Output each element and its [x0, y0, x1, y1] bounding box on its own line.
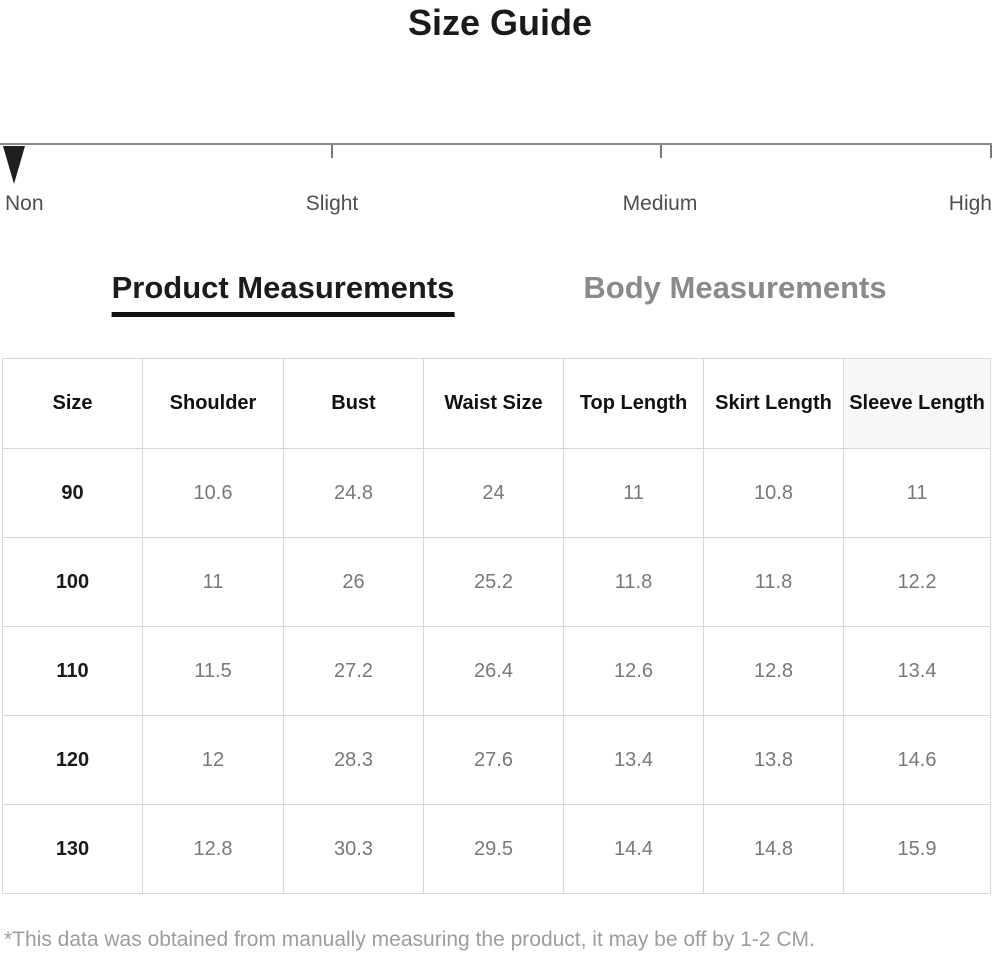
table-row-90: 90 10.6 24.8 24 11 10.8 11 — [2, 448, 991, 538]
scale-tick-slight — [331, 145, 333, 158]
cell-sleeve-length: 11 — [843, 448, 991, 538]
tab-product-measurements[interactable]: Product Measurements — [111, 270, 455, 317]
cell-top-length: 14.4 — [563, 804, 704, 894]
scale-label-medium: Medium — [622, 192, 698, 215]
cell-waist: 25.2 — [423, 537, 564, 627]
header-size: Size — [2, 358, 143, 449]
table-header-row: Size Shoulder Bust Waist Size Top Length… — [2, 358, 991, 449]
cell-skirt-length: 11.8 — [703, 537, 844, 627]
table-row-120: 120 12 28.3 27.6 13.4 13.8 14.6 — [2, 715, 991, 805]
scale-tick-high — [990, 145, 992, 158]
header-waist-size: Waist Size — [423, 358, 564, 449]
cell-bust: 28.3 — [283, 715, 424, 805]
cell-sleeve-length: 12.2 — [843, 537, 991, 627]
header-shoulder: Shoulder — [142, 358, 284, 449]
cell-waist: 29.5 — [423, 804, 564, 894]
triangle-down-icon — [3, 146, 25, 184]
stretch-scale-line — [0, 143, 992, 145]
scale-label-high: High — [948, 192, 992, 215]
cell-top-length: 11.8 — [563, 537, 704, 627]
cell-bust: 24.8 — [283, 448, 424, 538]
cell-top-length: 13.4 — [563, 715, 704, 805]
header-top-length: Top Length — [563, 358, 704, 449]
scale-label-non: Non — [5, 192, 44, 215]
table-row-110: 110 11.5 27.2 26.4 12.6 12.8 13.4 — [2, 626, 991, 716]
cell-skirt-length: 13.8 — [703, 715, 844, 805]
cell-bust: 30.3 — [283, 804, 424, 894]
cell-shoulder: 10.6 — [142, 448, 284, 538]
scale-tick-medium — [660, 145, 662, 158]
cell-skirt-length: 14.8 — [703, 804, 844, 894]
cell-top-length: 11 — [563, 448, 704, 538]
cell-bust: 27.2 — [283, 626, 424, 716]
cell-waist: 26.4 — [423, 626, 564, 716]
cell-shoulder: 11.5 — [142, 626, 284, 716]
cell-top-length: 12.6 — [563, 626, 704, 716]
scale-label-slight: Slight — [305, 192, 359, 215]
cell-skirt-length: 12.8 — [703, 626, 844, 716]
cell-sleeve-length: 13.4 — [843, 626, 991, 716]
cell-size: 120 — [2, 715, 143, 805]
header-sleeve-length: Sleeve Length — [843, 358, 991, 449]
table-row-100: 100 11 26 25.2 11.8 11.8 12.2 — [2, 537, 991, 627]
cell-shoulder: 12 — [142, 715, 284, 805]
table-row-130: 130 12.8 30.3 29.5 14.4 14.8 15.9 — [2, 804, 991, 894]
header-skirt-length: Skirt Length — [703, 358, 844, 449]
cell-skirt-length: 10.8 — [703, 448, 844, 538]
cell-sleeve-length: 15.9 — [843, 804, 991, 894]
cell-shoulder: 11 — [142, 537, 284, 627]
cell-bust: 26 — [283, 537, 424, 627]
cell-size: 100 — [2, 537, 143, 627]
page-title: Size Guide — [407, 2, 593, 43]
cell-sleeve-length: 14.6 — [843, 715, 991, 805]
cell-shoulder: 12.8 — [142, 804, 284, 894]
header-bust: Bust — [283, 358, 424, 449]
size-table: Size Shoulder Bust Waist Size Top Length… — [2, 358, 991, 894]
cell-size: 90 — [2, 448, 143, 538]
measurement-disclaimer: *This data was obtained from manually me… — [4, 928, 815, 951]
cell-waist: 24 — [423, 448, 564, 538]
cell-size: 110 — [2, 626, 143, 716]
cell-size: 130 — [2, 804, 143, 894]
cell-waist: 27.6 — [423, 715, 564, 805]
tab-body-measurements[interactable]: Body Measurements — [583, 270, 887, 305]
